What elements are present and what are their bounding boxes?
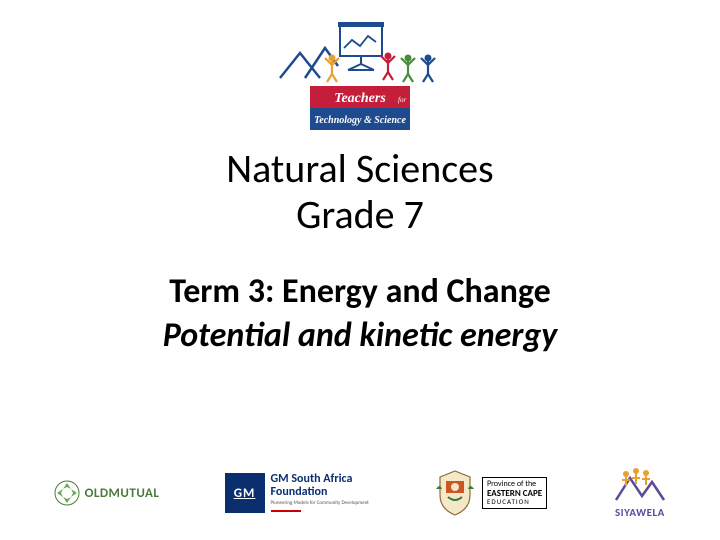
subtitle-term: Term 3: Energy and Change — [163, 270, 558, 314]
svg-text:Teachers: Teachers — [334, 91, 386, 106]
ec-text-block: Province of the EASTERN CAPE EDUCATION — [482, 477, 547, 508]
ec-crest-icon — [434, 469, 476, 517]
gm-badge: GM — [225, 473, 265, 513]
title-line-2: Grade 7 — [226, 192, 493, 238]
gm-red-bar — [271, 510, 301, 512]
gm-line-2: Foundation — [271, 486, 369, 499]
oldmutual-icon — [53, 479, 81, 507]
footer-logos-row: OLDMUTUAL GM GM South Africa Foundation … — [0, 464, 720, 522]
svg-text:Technology & Science: Technology & Science — [314, 115, 406, 126]
teachers-logo-svg: Teachers for Technology & Science — [270, 18, 450, 138]
title-block: Natural Sciences Grade 7 — [226, 146, 493, 238]
eastern-cape-logo: Province of the EASTERN CAPE EDUCATION — [434, 464, 547, 522]
siyawela-icon — [612, 468, 667, 506]
oldmutual-text: OLDMUTUAL — [85, 486, 160, 501]
slide-container: Teachers for Technology & Science Natura… — [0, 0, 720, 540]
title-line-1: Natural Sciences — [226, 146, 493, 192]
svg-text:for: for — [398, 96, 406, 104]
oldmutual-logo: OLDMUTUAL — [53, 464, 160, 522]
subtitle-block: Term 3: Energy and Change Potential and … — [163, 270, 558, 358]
gm-logo: GM GM South Africa Foundation Pioneering… — [225, 464, 369, 522]
gm-text-block: GM South Africa Foundation Pioneering Mo… — [271, 473, 369, 512]
teachers-logo: Teachers for Technology & Science — [270, 18, 450, 138]
gm-tagline: Pioneering Models for Community Developm… — [271, 501, 369, 507]
ec-line-3: EDUCATION — [487, 498, 542, 505]
siyawela-text: SIYAWELA — [615, 506, 665, 519]
siyawela-logo: SIYAWELA — [612, 464, 667, 522]
subtitle-topic: Potential and kinetic energy — [163, 314, 558, 358]
